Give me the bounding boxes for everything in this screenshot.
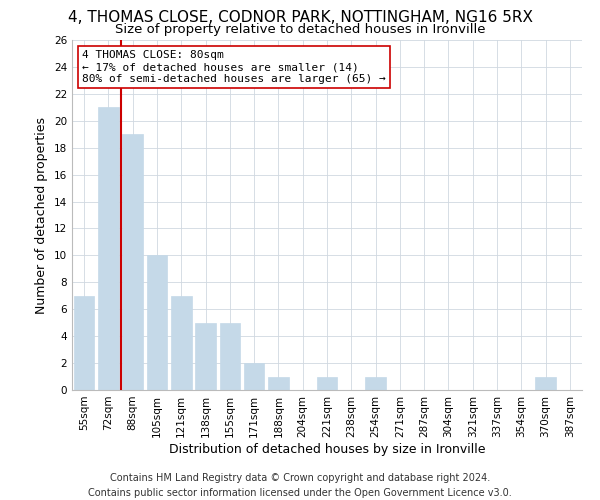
Bar: [220, 322, 240, 390]
Text: 4, THOMAS CLOSE, CODNOR PARK, NOTTINGHAM, NG16 5RX: 4, THOMAS CLOSE, CODNOR PARK, NOTTINGHAM…: [67, 10, 533, 25]
Text: Contains HM Land Registry data © Crown copyright and database right 2024.
Contai: Contains HM Land Registry data © Crown c…: [88, 472, 512, 498]
X-axis label: Distribution of detached houses by size in Ironville: Distribution of detached houses by size …: [169, 442, 485, 456]
Bar: [365, 376, 386, 390]
Bar: [195, 322, 216, 390]
Text: Size of property relative to detached houses in Ironville: Size of property relative to detached ho…: [115, 22, 485, 36]
Bar: [171, 296, 191, 390]
Bar: [146, 256, 167, 390]
Bar: [122, 134, 143, 390]
Bar: [535, 376, 556, 390]
Bar: [74, 296, 94, 390]
Bar: [268, 376, 289, 390]
Bar: [244, 363, 265, 390]
Text: 4 THOMAS CLOSE: 80sqm
← 17% of detached houses are smaller (14)
80% of semi-deta: 4 THOMAS CLOSE: 80sqm ← 17% of detached …: [82, 50, 386, 84]
Bar: [317, 376, 337, 390]
Y-axis label: Number of detached properties: Number of detached properties: [35, 116, 49, 314]
Bar: [98, 108, 119, 390]
